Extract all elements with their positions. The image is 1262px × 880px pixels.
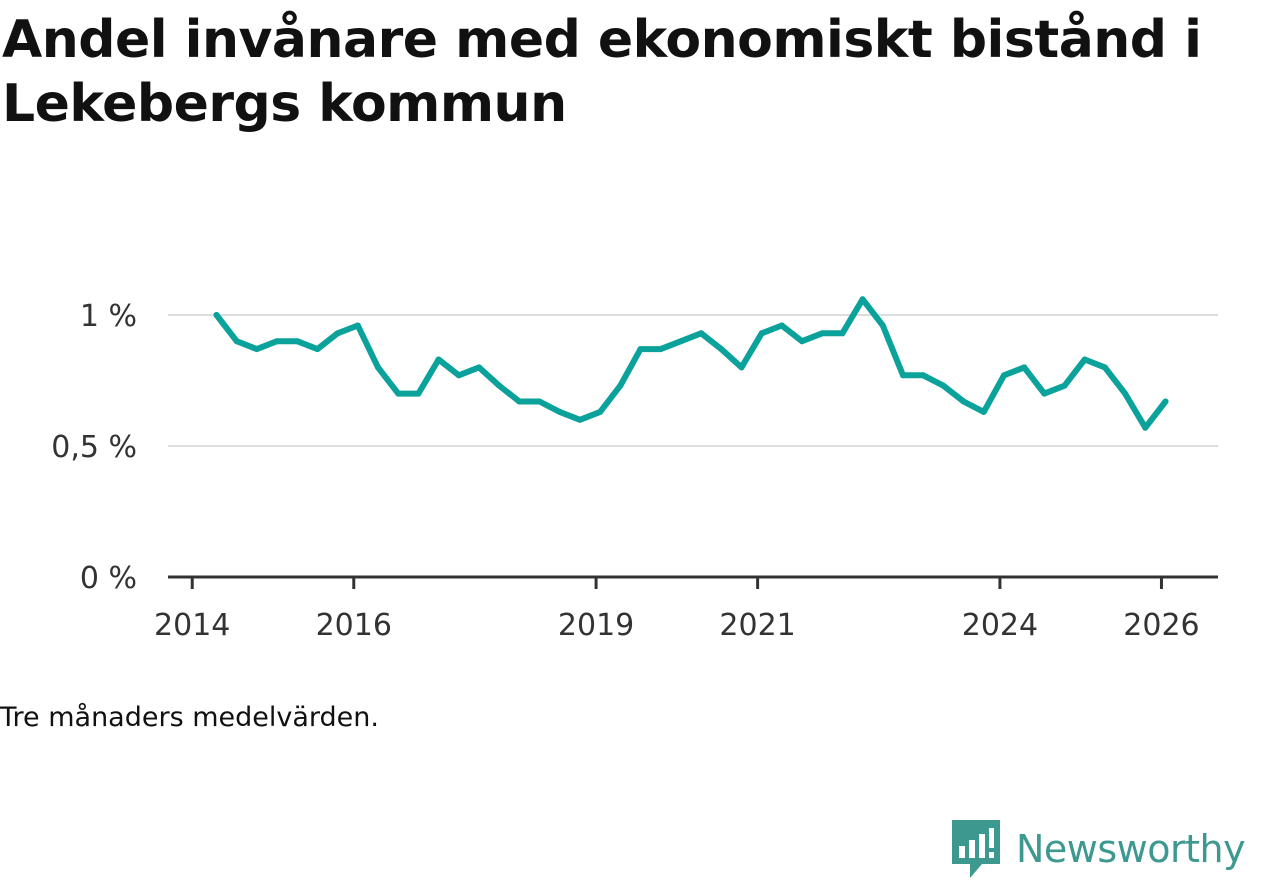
data-point [778, 322, 785, 329]
data-point [576, 416, 583, 423]
data-point [960, 398, 967, 405]
y-tick-label-1: 0,5 % [51, 430, 137, 465]
data-point [274, 338, 280, 345]
y-tick-label-0: 0 % [80, 561, 137, 596]
data-point [375, 364, 381, 371]
data-point [253, 346, 260, 353]
data-point [879, 322, 886, 329]
chart-note: Tre månaders medelvärden. [0, 702, 379, 733]
series-line-0 [213, 296, 1169, 431]
data-point [657, 346, 664, 353]
data-point [718, 346, 725, 353]
data-point [1081, 356, 1088, 363]
x-tick-label-1: 2016 [316, 608, 392, 643]
data-point [617, 382, 624, 389]
brand-logo: Newsworthy [950, 818, 1246, 880]
x-axis: 2014 2016 2019 2021 2024 2026 [154, 575, 1218, 643]
data-point [738, 364, 745, 371]
data-point [435, 356, 442, 363]
data-point [758, 330, 765, 337]
data-point [496, 382, 503, 389]
data-point [1061, 382, 1068, 389]
x-tick-label-0: 2014 [154, 608, 230, 643]
data-point [799, 338, 805, 345]
newsworthy-logo-icon [952, 820, 1000, 878]
data-point [1162, 398, 1169, 405]
data-point [1021, 364, 1028, 371]
data-point [536, 398, 543, 405]
data-point [314, 346, 321, 353]
chart-title: Andel invånare med ekonomiskt bistånd i … [2, 10, 1202, 134]
gridlines [168, 314, 1218, 447]
data-point [677, 338, 684, 345]
data-point [859, 296, 866, 303]
y-axis-labels: 0 % 0,5 % 1 % [51, 299, 137, 596]
data-point [233, 338, 240, 345]
x-tick-label-5: 2026 [1123, 608, 1199, 643]
data-point [637, 346, 644, 353]
data-point [334, 330, 341, 337]
data-point [940, 382, 947, 389]
data-point [455, 372, 462, 379]
data-point [839, 330, 846, 337]
data-point [980, 408, 987, 415]
data-point [1142, 424, 1149, 431]
brand-name: Newsworthy [1016, 827, 1246, 871]
data-point [1001, 372, 1007, 379]
data-point [415, 390, 422, 397]
x-tick-label-2: 2019 [558, 608, 634, 643]
data-point [597, 408, 604, 415]
data-point [1041, 390, 1048, 397]
data-point [556, 408, 563, 415]
data-point [1122, 390, 1129, 397]
series [213, 296, 1169, 431]
data-point [213, 312, 220, 318]
x-tick-label-3: 2021 [719, 608, 795, 643]
data-point [516, 398, 523, 405]
data-point [1101, 364, 1108, 371]
data-point [819, 330, 826, 337]
data-point [920, 372, 927, 379]
data-point [900, 372, 906, 379]
data-point [698, 330, 705, 337]
data-point [294, 338, 301, 345]
data-point [354, 322, 361, 329]
data-point [476, 364, 482, 371]
data-point [395, 390, 402, 397]
y-tick-label-2: 1 % [80, 299, 137, 334]
x-tick-label-4: 2024 [962, 608, 1038, 643]
